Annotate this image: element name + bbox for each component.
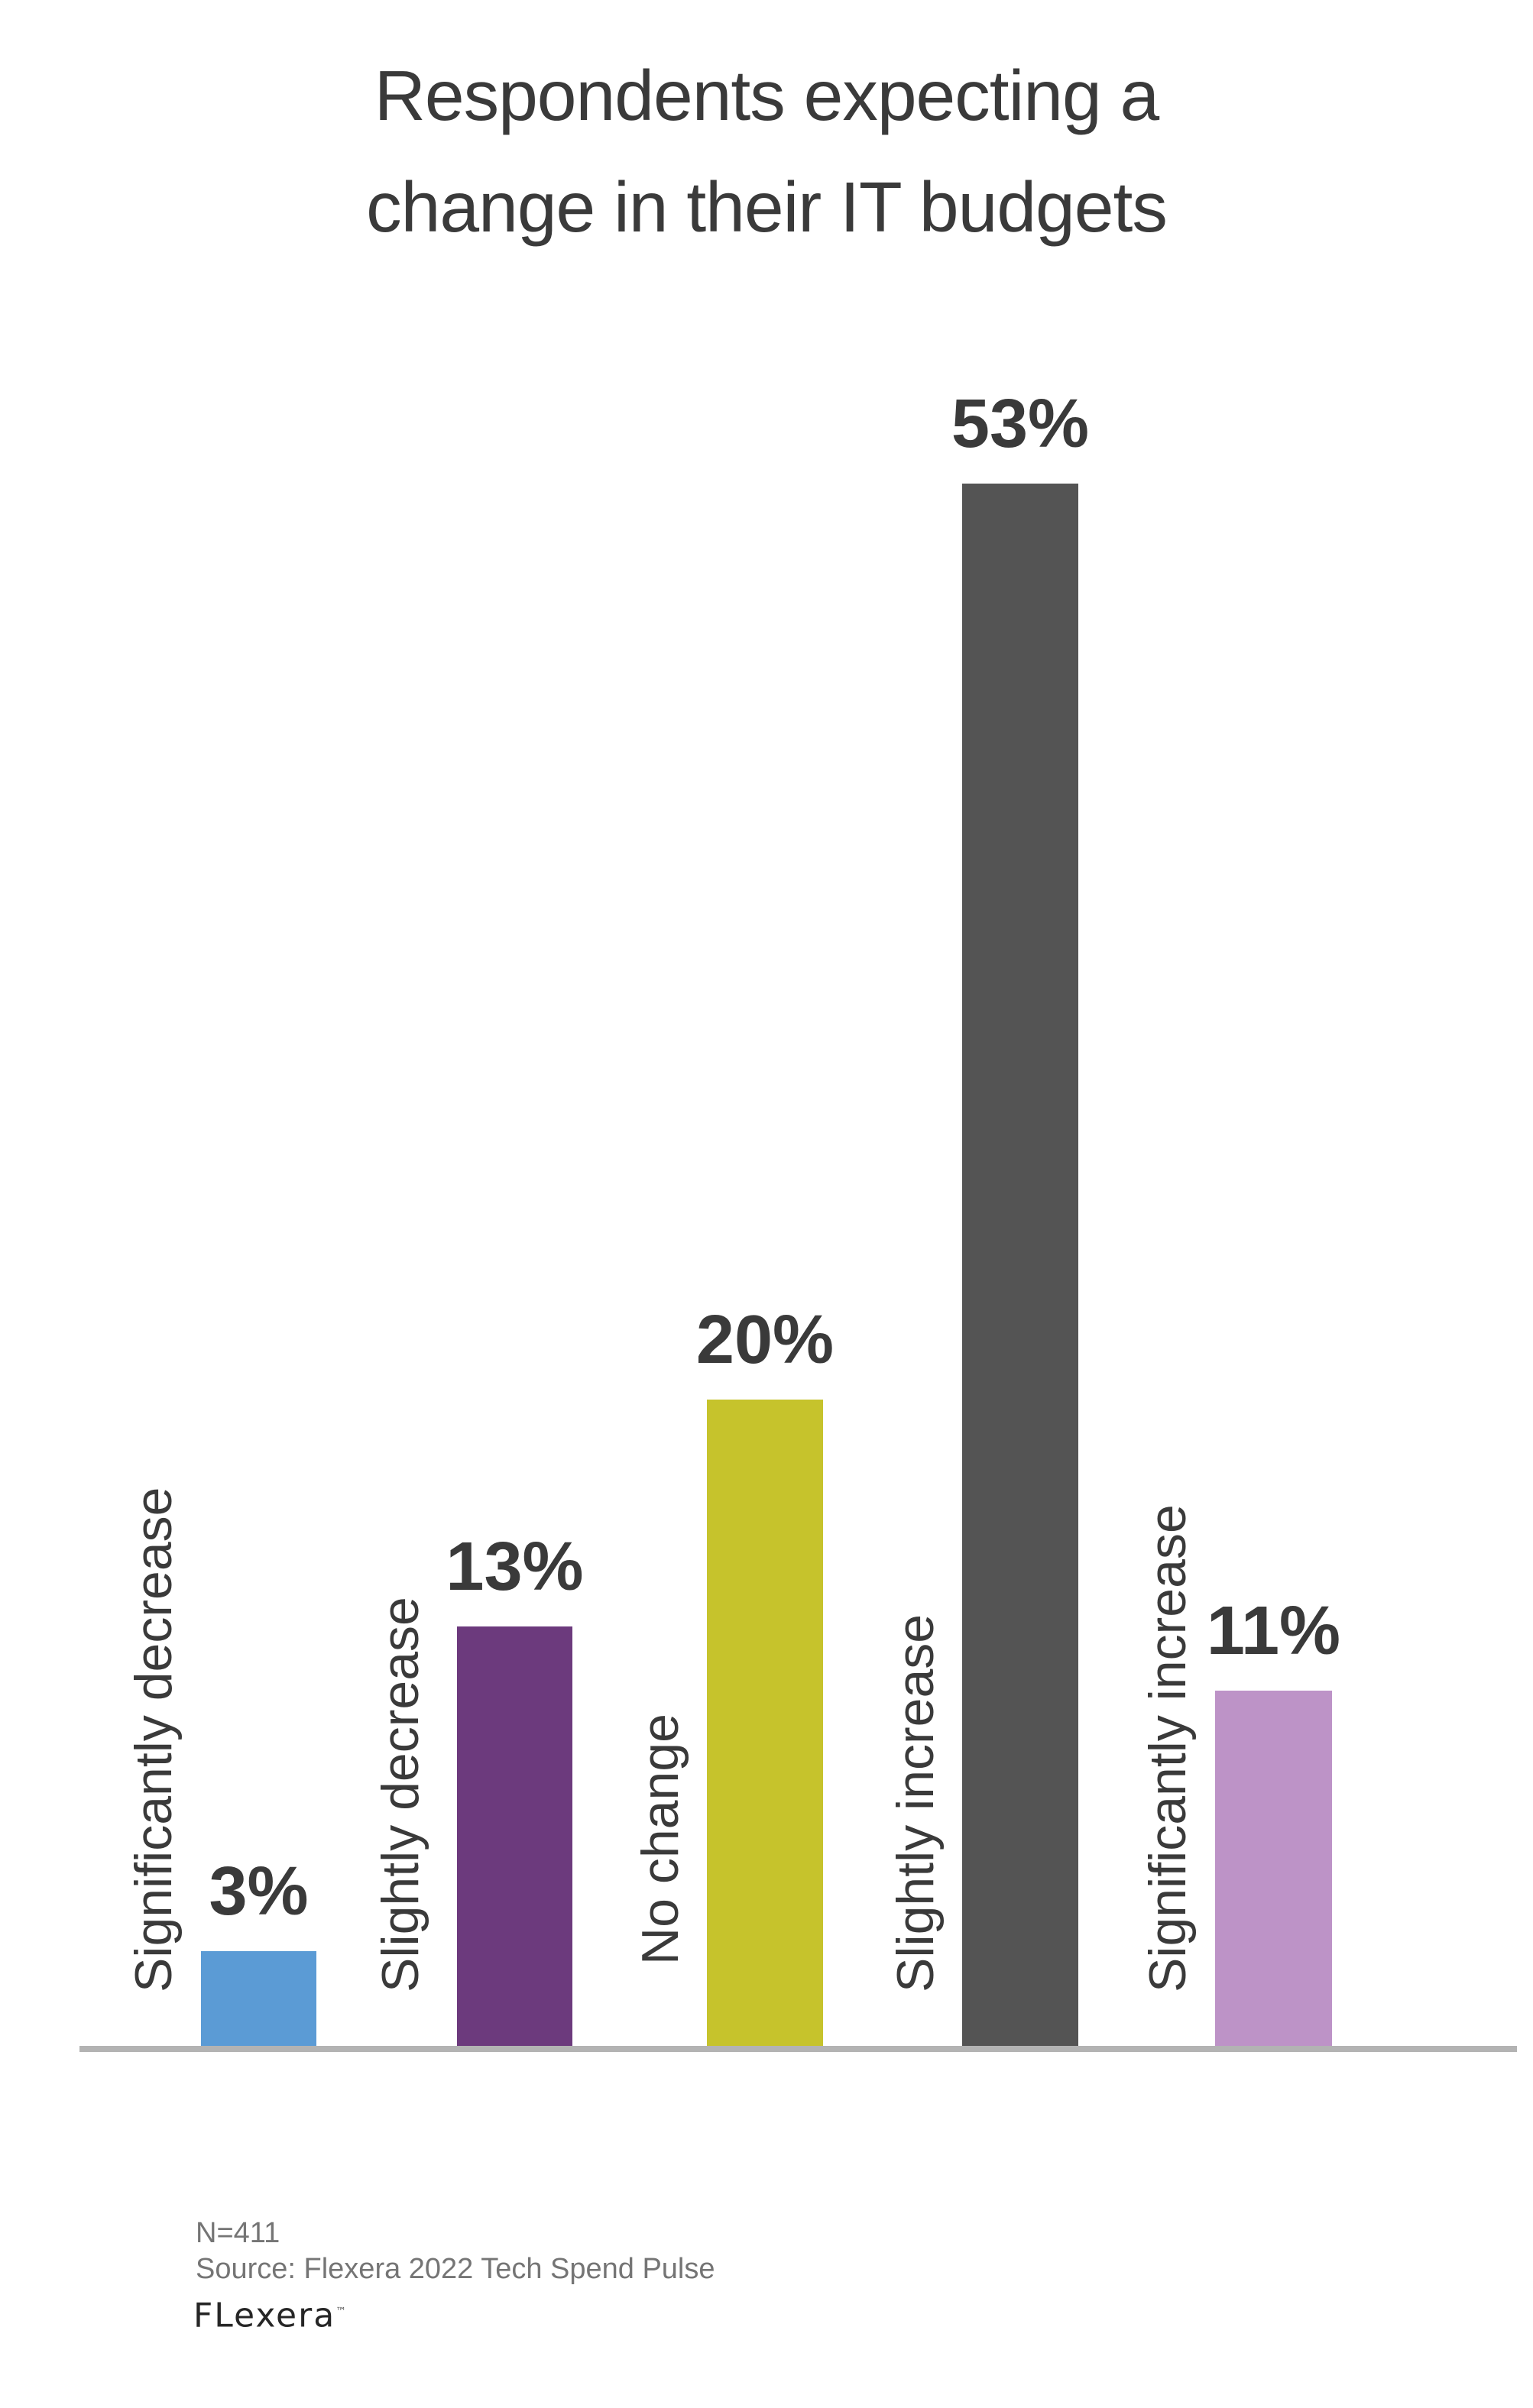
value-label-slightly-increase: 53% [951, 386, 1090, 462]
chart-title-line2: change in their IT budgets [366, 167, 1168, 247]
bar-no-change [707, 1400, 823, 2046]
chart-title: Respondents expecting a change in their … [0, 40, 1533, 263]
category-label-slightly-decrease: Slightly decrease [371, 1597, 429, 1992]
bar-slightly-decrease [457, 1626, 572, 2046]
value-label-significantly-decrease: 3% [209, 1853, 309, 1930]
chart-title-line1: Respondents expecting a [374, 56, 1160, 135]
category-label-significantly-increase: Significantly increase [1139, 1504, 1197, 1992]
category-label-no-change: No change [631, 1714, 689, 1965]
footnote: N=411 Source: Flexera 2022 Tech Spend Pu… [196, 2215, 715, 2287]
value-label-significantly-increase: 11% [1206, 1593, 1341, 1669]
flexera-logo-text: FLexera [193, 2296, 336, 2335]
category-label-slightly-increase: Slightly increase [886, 1613, 945, 1992]
bar-significantly-increase [1215, 1691, 1332, 2046]
bar-chart: 3% Significantly decrease 13% Slightly decr… [79, 386, 1517, 2052]
flexera-logo: FLexera™ [193, 2293, 346, 2335]
bar-slightly-increase [962, 484, 1078, 2046]
source-note: Source: Flexera 2022 Tech Spend Pulse [196, 2253, 715, 2285]
x-axis-baseline [79, 2046, 1517, 2052]
value-label-no-change: 20% [695, 1302, 835, 1378]
bar-significantly-decrease [201, 1951, 316, 2046]
trademark-symbol: ™ [335, 2306, 347, 2318]
category-label-significantly-decrease: Significantly decrease [125, 1487, 183, 1992]
value-label-slightly-decrease: 13% [446, 1529, 584, 1605]
sample-size-note: N=411 [196, 2217, 280, 2249]
